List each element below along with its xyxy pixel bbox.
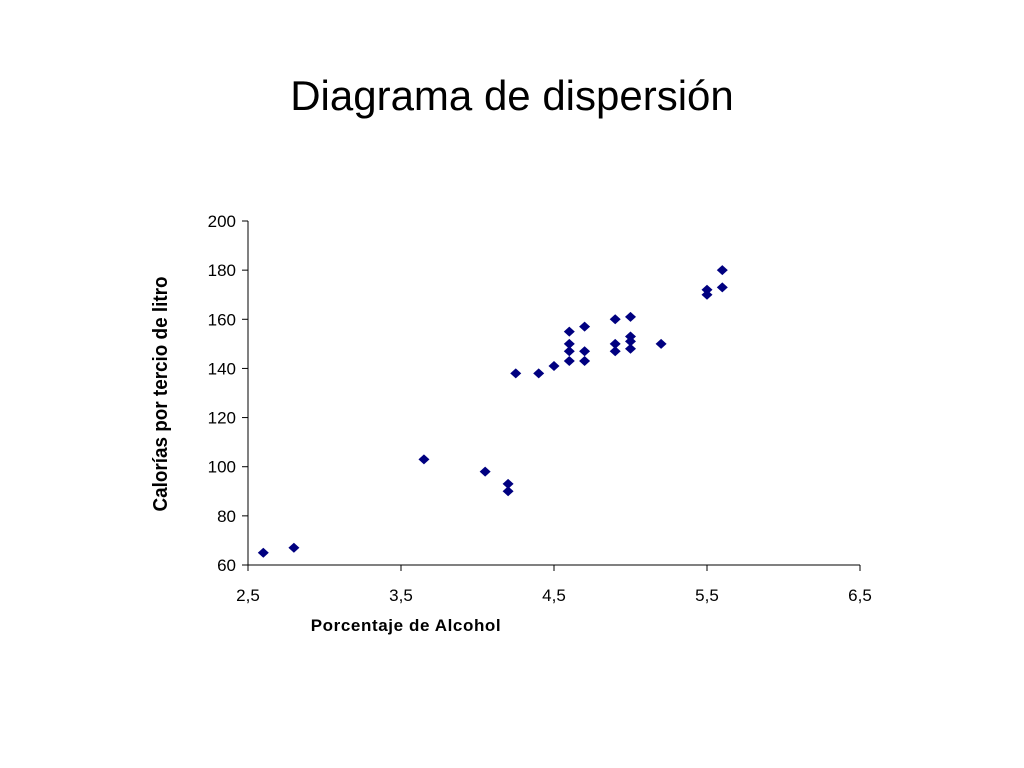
y-tick-label: 60	[217, 556, 236, 575]
x-tick-label: 4,5	[542, 586, 566, 605]
x-tick-label: 5,5	[695, 586, 719, 605]
data-point	[655, 338, 667, 349]
y-tick-label: 200	[208, 212, 236, 231]
x-axis-title: Porcentaje de Alcohol	[311, 616, 502, 635]
y-ticks: 60 80 100 120 140 160 180 200	[208, 212, 248, 575]
data-point	[716, 282, 728, 293]
data-point	[479, 466, 491, 477]
x-ticks: 2,5 3,5 4,5 5,5 6,5	[236, 565, 872, 605]
data-point	[609, 338, 621, 349]
data-point	[716, 265, 728, 276]
data-point	[502, 478, 514, 489]
y-tick-label: 160	[208, 310, 236, 329]
data-points	[257, 265, 728, 558]
y-tick-label: 140	[208, 359, 236, 378]
data-point	[579, 356, 591, 367]
data-point	[609, 314, 621, 325]
data-point	[563, 356, 575, 367]
y-axis-title: Calorías por tercio de litro	[150, 277, 172, 512]
data-point	[502, 486, 514, 497]
data-point	[418, 454, 430, 465]
data-point	[625, 311, 636, 322]
y-tick-label: 100	[208, 458, 236, 477]
chart-axes	[247, 221, 860, 566]
data-point	[579, 321, 591, 332]
data-point	[609, 346, 621, 357]
x-tick-label: 2,5	[236, 586, 260, 605]
y-tick-label: 180	[208, 261, 236, 280]
data-point	[563, 346, 575, 357]
x-tick-label: 6,5	[848, 586, 872, 605]
y-tick-label: 80	[217, 507, 236, 526]
data-point	[548, 360, 560, 371]
data-point	[257, 547, 269, 558]
data-point	[563, 338, 575, 349]
data-point	[625, 336, 636, 347]
data-point	[579, 346, 591, 357]
y-tick-label: 120	[208, 409, 236, 428]
data-point	[510, 368, 522, 379]
data-point	[625, 343, 636, 354]
x-tick-label: 3,5	[389, 586, 413, 605]
data-point	[701, 289, 713, 300]
data-point	[563, 326, 575, 337]
data-point	[533, 368, 545, 379]
slide-title: Diagrama de dispersión	[290, 72, 734, 119]
data-point	[288, 542, 300, 553]
